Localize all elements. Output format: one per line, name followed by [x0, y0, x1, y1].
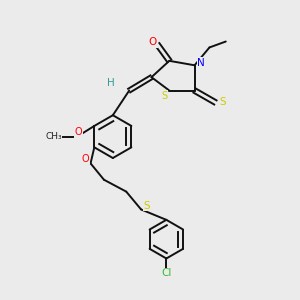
Text: O: O [149, 37, 157, 47]
Text: H: H [107, 78, 115, 88]
Text: O: O [75, 127, 82, 137]
Text: O: O [81, 154, 89, 164]
Text: S: S [161, 91, 167, 101]
Text: S: S [220, 98, 226, 107]
Text: Cl: Cl [161, 268, 172, 278]
Text: N: N [197, 58, 205, 68]
Text: S: S [143, 201, 150, 211]
Text: CH₃: CH₃ [45, 132, 62, 141]
